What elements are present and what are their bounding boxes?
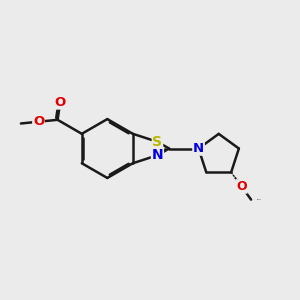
Text: O: O [55,96,66,109]
Text: methyl: methyl [256,198,261,200]
Text: N: N [152,148,163,162]
Text: O: O [33,115,44,128]
Text: O: O [236,180,247,193]
Text: N: N [193,142,204,155]
Text: S: S [152,135,162,149]
